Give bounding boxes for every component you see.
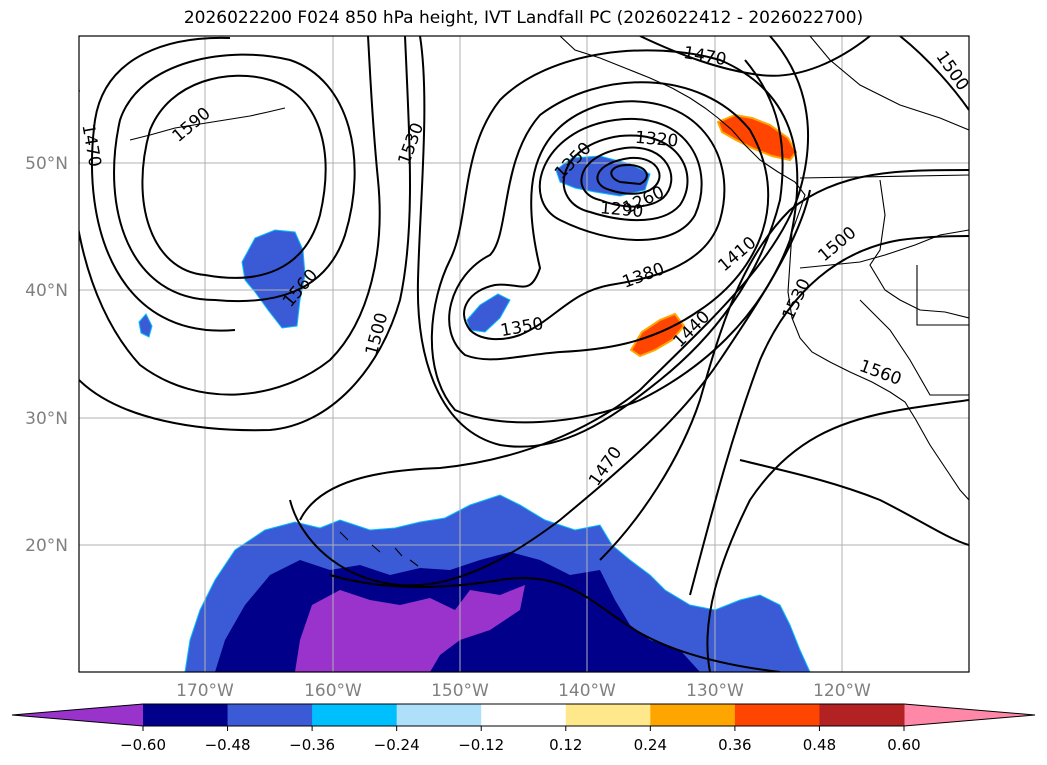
map-border: [78, 35, 970, 673]
colorbar-extend-min: [12, 704, 143, 726]
lat-label-50n: 50°N: [25, 154, 68, 174]
contour-label: 1290: [599, 198, 644, 222]
small-negative-blob: [138, 313, 153, 338]
lon-label-160w: 160°W: [304, 681, 362, 701]
longitude-labels: 170°W 160°W 150°W 140°W 130°W 120°W: [176, 681, 871, 701]
lon-label-130w: 130°W: [686, 681, 744, 701]
secondary-low-blob: [466, 293, 511, 333]
map-title: 2026022200 F024 850 hPa height, IVT Land…: [183, 8, 864, 28]
colorbar-tick-label: 0.36: [718, 736, 751, 754]
lon-label-170w: 170°W: [176, 681, 234, 701]
colorbar-segment: [481, 704, 567, 726]
south-purple-region: [295, 585, 525, 672]
lat-label-40n: 40°N: [25, 281, 68, 301]
colorbar-extend-max: [904, 704, 1035, 726]
low-negative-blob: [555, 155, 651, 197]
bc-positive-region: [716, 113, 798, 162]
colorbar-segment: [227, 704, 313, 726]
colorbar-tick-label: −0.12: [458, 736, 504, 754]
colorbar-tick-label: −0.48: [205, 736, 251, 754]
contour-label: 1320: [634, 128, 679, 152]
colorbar-tick-label: −0.60: [120, 736, 166, 754]
colorbar-tick-label: 0.24: [634, 736, 667, 754]
nw-negative-blob: [241, 229, 306, 329]
colorbar-tick-label: 0.48: [803, 736, 836, 754]
colorbar-segment: [312, 704, 398, 726]
offshore-positive-region: [629, 312, 686, 358]
lat-label-30n: 30°N: [25, 409, 68, 429]
colorbar-segment: [650, 704, 736, 726]
colorbar: −0.60 −0.48 −0.36 −0.24 −0.12 0.12 0.24 0.36 0.4…: [11, 703, 1036, 754]
colorbar-tick-label: −0.36: [289, 736, 335, 754]
graticule: [79, 36, 969, 672]
colorbar-segment: [565, 704, 651, 726]
coastlines: [129, 36, 969, 567]
colorbar-segment: [396, 704, 482, 726]
height-contours: [79, 36, 969, 672]
colorbar-tick-label: 0.12: [549, 736, 582, 754]
colorbar-tick-label: −0.24: [374, 736, 420, 754]
lon-label-150w: 150°W: [431, 681, 489, 701]
ivt-shading: [138, 113, 811, 672]
lat-label-20n: 20°N: [25, 536, 68, 556]
latitude-labels: 50°N 40°N 30°N 20°N: [25, 154, 68, 556]
colorbar-segment: [819, 704, 905, 726]
colorbar-segment: [143, 704, 229, 726]
colorbar-segment: [734, 704, 820, 726]
lon-label-140w: 140°W: [558, 681, 616, 701]
lon-label-120w: 120°W: [813, 681, 871, 701]
colorbar-tick-label: 0.60: [887, 736, 920, 754]
